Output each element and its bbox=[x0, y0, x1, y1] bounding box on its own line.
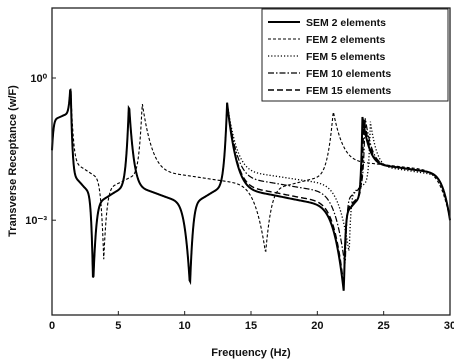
legend-label-1: SEM 2 elements bbox=[306, 17, 386, 29]
x-tick-label: 10 bbox=[179, 320, 191, 332]
x-tick-label: 5 bbox=[115, 320, 121, 332]
y-tick-label: 10⁰ bbox=[30, 73, 47, 85]
legend-label-3: FEM 5 elements bbox=[306, 51, 386, 63]
legend-label-5: FEM 15 elements bbox=[306, 85, 391, 97]
series-layer bbox=[51, 87, 451, 291]
legend: SEM 2 elements FEM 2 elements FEM 5 elemen… bbox=[261, 8, 449, 102]
series-line-5 bbox=[51, 89, 451, 285]
y-tick-label: 10⁻³ bbox=[25, 215, 47, 227]
x-tick-label: 20 bbox=[311, 320, 323, 332]
series-line-2 bbox=[51, 87, 451, 260]
x-axis-label: Frequency (Hz) bbox=[211, 347, 291, 359]
y-axis-label: Transverse Receptance (w/F) bbox=[7, 85, 19, 237]
legend-box bbox=[261, 8, 449, 102]
tick-layer: 0 5 10 15 20 25 30 10⁰ 10⁻³ bbox=[25, 73, 454, 332]
series-line-4 bbox=[51, 89, 451, 284]
x-tick-label: 15 bbox=[245, 320, 257, 332]
series-line-1 bbox=[51, 89, 451, 291]
legend-label-4: FEM 10 elements bbox=[306, 68, 391, 80]
legend-label-2: FEM 2 elements bbox=[306, 34, 386, 46]
x-tick-label: 25 bbox=[378, 320, 390, 332]
legend-entries: SEM 2 elements FEM 2 elements FEM 5 elemen… bbox=[268, 17, 391, 97]
x-tick-label: 0 bbox=[49, 320, 55, 332]
x-tick-label: 30 bbox=[444, 320, 454, 332]
